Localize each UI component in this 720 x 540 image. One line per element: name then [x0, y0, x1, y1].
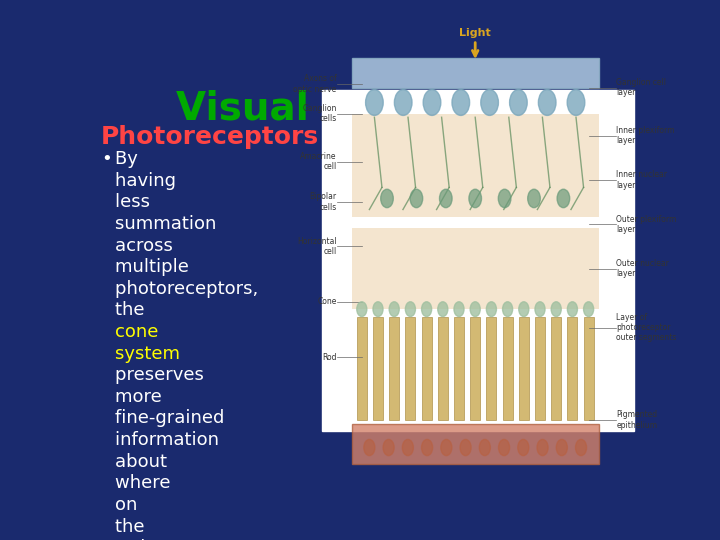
Text: multiple: multiple: [115, 258, 194, 276]
Text: retina: retina: [115, 539, 174, 540]
Circle shape: [421, 440, 433, 456]
Circle shape: [423, 90, 441, 116]
Circle shape: [518, 440, 529, 456]
FancyBboxPatch shape: [322, 90, 634, 431]
Text: photoreceptors,: photoreceptors,: [115, 280, 264, 298]
Text: Horizontal
cell: Horizontal cell: [297, 237, 337, 256]
Text: Photoreceptors: Photoreceptors: [101, 125, 319, 149]
Text: By: By: [115, 150, 144, 168]
Text: cone: cone: [115, 323, 164, 341]
Text: Amacrine
cell: Amacrine cell: [300, 152, 337, 171]
FancyBboxPatch shape: [373, 316, 383, 420]
Circle shape: [470, 302, 480, 316]
Text: the: the: [115, 518, 150, 536]
Text: fine-grained: fine-grained: [115, 409, 230, 428]
Circle shape: [481, 90, 498, 116]
Text: information: information: [115, 431, 225, 449]
Text: Visual Processing: Visual Processing: [176, 90, 562, 128]
Text: summation: summation: [115, 215, 222, 233]
Circle shape: [422, 302, 432, 316]
FancyBboxPatch shape: [422, 316, 432, 420]
Text: Inner nuclear
layer: Inner nuclear layer: [616, 170, 667, 190]
Circle shape: [469, 189, 482, 208]
Text: Cone: Cone: [318, 297, 337, 306]
Circle shape: [487, 302, 497, 316]
Text: across: across: [115, 237, 179, 254]
Circle shape: [390, 302, 400, 316]
FancyBboxPatch shape: [390, 316, 400, 420]
Circle shape: [438, 302, 448, 316]
Text: on: on: [115, 496, 143, 514]
Circle shape: [460, 440, 471, 456]
Text: Pigmented
epithelium: Pigmented epithelium: [616, 410, 657, 429]
Text: where: where: [115, 474, 176, 492]
FancyBboxPatch shape: [454, 316, 464, 420]
FancyBboxPatch shape: [552, 316, 562, 420]
FancyBboxPatch shape: [357, 316, 367, 420]
Circle shape: [402, 440, 413, 456]
Circle shape: [537, 440, 548, 456]
Text: Ganglion cell
layer: Ganglion cell layer: [616, 78, 666, 97]
Circle shape: [373, 302, 383, 316]
Text: Outer nuclear
layer: Outer nuclear layer: [616, 259, 669, 278]
Circle shape: [498, 440, 510, 456]
Text: Bipolar
cells: Bipolar cells: [310, 192, 337, 212]
FancyBboxPatch shape: [352, 58, 599, 88]
Text: more: more: [115, 388, 168, 406]
Circle shape: [503, 302, 513, 316]
Circle shape: [381, 189, 393, 208]
Circle shape: [366, 90, 383, 116]
Circle shape: [567, 302, 577, 316]
Text: Axons of
optic nerve: Axons of optic nerve: [293, 75, 337, 94]
Circle shape: [510, 90, 527, 116]
FancyBboxPatch shape: [567, 316, 577, 420]
FancyBboxPatch shape: [352, 228, 599, 309]
FancyBboxPatch shape: [519, 316, 529, 420]
Text: less: less: [115, 193, 156, 211]
Text: preserves: preserves: [115, 366, 210, 384]
Text: about: about: [115, 453, 173, 471]
FancyBboxPatch shape: [438, 316, 448, 420]
Circle shape: [357, 302, 367, 316]
Text: Layer of
photoreceptor
outer segments: Layer of photoreceptor outer segments: [616, 313, 677, 342]
Circle shape: [528, 189, 540, 208]
Circle shape: [535, 302, 545, 316]
Circle shape: [439, 189, 452, 208]
Text: Outer plexiform
layer: Outer plexiform layer: [616, 214, 677, 234]
Circle shape: [575, 440, 587, 456]
Text: having: having: [115, 172, 182, 190]
Text: the: the: [115, 301, 150, 319]
Text: Rod: Rod: [322, 353, 337, 362]
FancyBboxPatch shape: [503, 316, 513, 420]
Circle shape: [383, 440, 394, 456]
FancyBboxPatch shape: [535, 316, 545, 420]
Circle shape: [557, 440, 567, 456]
FancyBboxPatch shape: [487, 316, 497, 420]
FancyBboxPatch shape: [584, 316, 594, 420]
Circle shape: [405, 302, 415, 316]
Text: •: •: [101, 150, 112, 168]
Circle shape: [452, 90, 469, 116]
FancyBboxPatch shape: [470, 316, 480, 420]
Text: Light: Light: [459, 28, 491, 38]
Circle shape: [552, 302, 562, 316]
Circle shape: [519, 302, 529, 316]
Circle shape: [498, 189, 511, 208]
Text: system: system: [115, 345, 186, 363]
Circle shape: [395, 90, 412, 116]
FancyBboxPatch shape: [405, 316, 415, 420]
Circle shape: [557, 189, 570, 208]
Circle shape: [441, 440, 452, 456]
Circle shape: [567, 90, 585, 116]
Circle shape: [364, 440, 375, 456]
Circle shape: [410, 189, 423, 208]
Circle shape: [480, 440, 490, 456]
Text: Ganglion
cells: Ganglion cells: [302, 104, 337, 123]
FancyBboxPatch shape: [352, 113, 599, 217]
Circle shape: [454, 302, 464, 316]
FancyBboxPatch shape: [352, 423, 599, 464]
Text: Inner plexiform
layer: Inner plexiform layer: [616, 126, 675, 145]
Circle shape: [539, 90, 556, 116]
Circle shape: [584, 302, 594, 316]
